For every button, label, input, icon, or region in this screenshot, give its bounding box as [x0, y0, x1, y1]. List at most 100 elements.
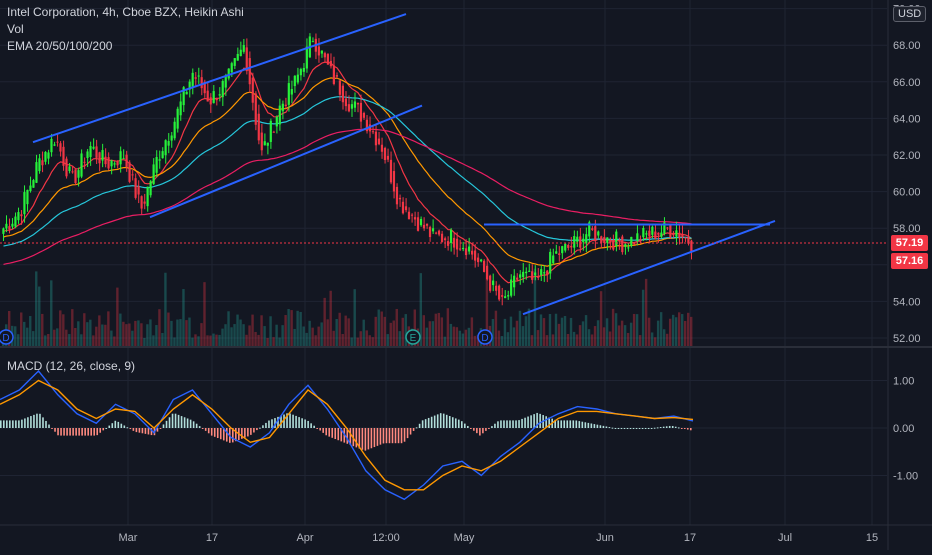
- macd-histogram-bar: [400, 428, 403, 444]
- volume-bar: [308, 320, 311, 346]
- volume-bar: [305, 332, 308, 346]
- volume-bar: [281, 325, 284, 346]
- currency-badge[interactable]: USD: [893, 6, 927, 22]
- macd-histogram-bar: [105, 427, 108, 429]
- candle-body: [353, 101, 357, 108]
- macd-histogram-bar: [397, 428, 400, 444]
- candle-body: [549, 251, 552, 274]
- macd-histogram-bar: [379, 428, 382, 445]
- macd-histogram-bar: [572, 420, 575, 428]
- candle-body: [663, 222, 666, 234]
- macd-histogram-bar: [96, 428, 99, 436]
- candle-body: [681, 233, 684, 238]
- volume-bar: [608, 331, 612, 346]
- candle-body: [618, 240, 621, 242]
- macd-histogram-bar: [665, 426, 668, 428]
- volume-bar: [620, 320, 624, 346]
- macd-histogram-bar: [78, 428, 80, 436]
- volume-bar: [56, 328, 59, 346]
- macd-histogram-bar: [18, 420, 20, 428]
- macd-histogram-bar: [171, 413, 174, 428]
- macd-histogram-bar: [569, 420, 572, 428]
- time-tick-label: 15: [866, 532, 878, 544]
- macd-histogram-bar: [647, 428, 650, 429]
- macd-histogram-bar: [488, 428, 490, 429]
- candle-body: [29, 185, 32, 192]
- macd-histogram-bar: [491, 426, 493, 428]
- volume-bar: [623, 325, 627, 346]
- macd-histogram-bar: [51, 428, 53, 429]
- volume-bar: [476, 335, 480, 346]
- candle-body: [380, 144, 384, 152]
- macd-histogram-bar: [644, 428, 647, 429]
- macd-histogram-bar: [12, 420, 14, 428]
- volume-bar: [188, 317, 191, 346]
- candle-body: [17, 212, 20, 221]
- volume-bar: [131, 330, 134, 346]
- macd-histogram-bar: [442, 413, 445, 428]
- macd-histogram-bar: [72, 428, 74, 436]
- volume-bar: [167, 312, 170, 346]
- candle-body: [690, 240, 693, 253]
- candle-body: [525, 271, 528, 274]
- macd-histogram-bar: [479, 428, 481, 436]
- volume-bar: [89, 319, 92, 346]
- candle-body: [311, 41, 314, 43]
- volume-bar: [323, 297, 326, 346]
- macd-histogram-bar: [235, 428, 237, 442]
- volume-bar: [119, 313, 122, 346]
- candle-body: [519, 274, 522, 278]
- volume-bar: [110, 330, 113, 346]
- candle-body: [443, 238, 447, 241]
- candle-body: [356, 102, 360, 105]
- macd-histogram-bar: [433, 415, 436, 428]
- volume-bar: [401, 317, 404, 346]
- candle-body: [266, 142, 269, 146]
- macd-histogram-bar: [623, 428, 626, 429]
- volume-bar: [314, 335, 317, 346]
- candle-body: [203, 81, 206, 94]
- candle-body: [5, 223, 8, 229]
- volume-bar: [506, 332, 510, 346]
- macd-histogram-bar: [470, 428, 472, 429]
- candle-body: [603, 237, 606, 244]
- macd-histogram-bar: [39, 413, 41, 428]
- macd-histogram-bar: [244, 428, 246, 438]
- volume-bar: [143, 337, 146, 346]
- volume-bar: [581, 321, 585, 346]
- macd-histogram-bar: [650, 428, 653, 429]
- macd-histogram-bar: [575, 420, 578, 428]
- candle-body: [272, 131, 275, 133]
- macd-histogram-bar: [9, 420, 11, 428]
- volume-bar: [590, 334, 594, 346]
- candle-body: [413, 217, 417, 220]
- volume-bar: [524, 316, 528, 346]
- macd-histogram-bar: [427, 417, 430, 428]
- time-tick-label: Mar: [119, 532, 138, 544]
- volume-bar: [32, 331, 35, 346]
- macd-histogram-bar: [114, 420, 117, 428]
- volume-bar: [35, 271, 38, 346]
- candle-body: [440, 233, 444, 243]
- price-tick-label: 66.00: [893, 77, 921, 89]
- volume-bar: [239, 319, 242, 346]
- volume-bar: [641, 289, 645, 346]
- macd-line: [0, 369, 694, 501]
- candle-body: [344, 98, 347, 107]
- candle-body: [263, 141, 266, 146]
- macd-histogram-bar: [554, 419, 556, 428]
- macd-histogram-bar: [674, 426, 677, 428]
- candle-body: [233, 58, 236, 66]
- volume-bar: [443, 336, 447, 346]
- candle-body: [419, 219, 423, 226]
- candle-body: [284, 104, 287, 107]
- volume-bar: [605, 318, 609, 346]
- candle-body: [437, 230, 441, 235]
- macd-histogram-bar: [497, 421, 499, 428]
- macd-histogram-bar: [277, 416, 279, 428]
- candle-body: [401, 201, 405, 214]
- macd-histogram-bar: [506, 420, 508, 428]
- candle-body: [543, 272, 546, 274]
